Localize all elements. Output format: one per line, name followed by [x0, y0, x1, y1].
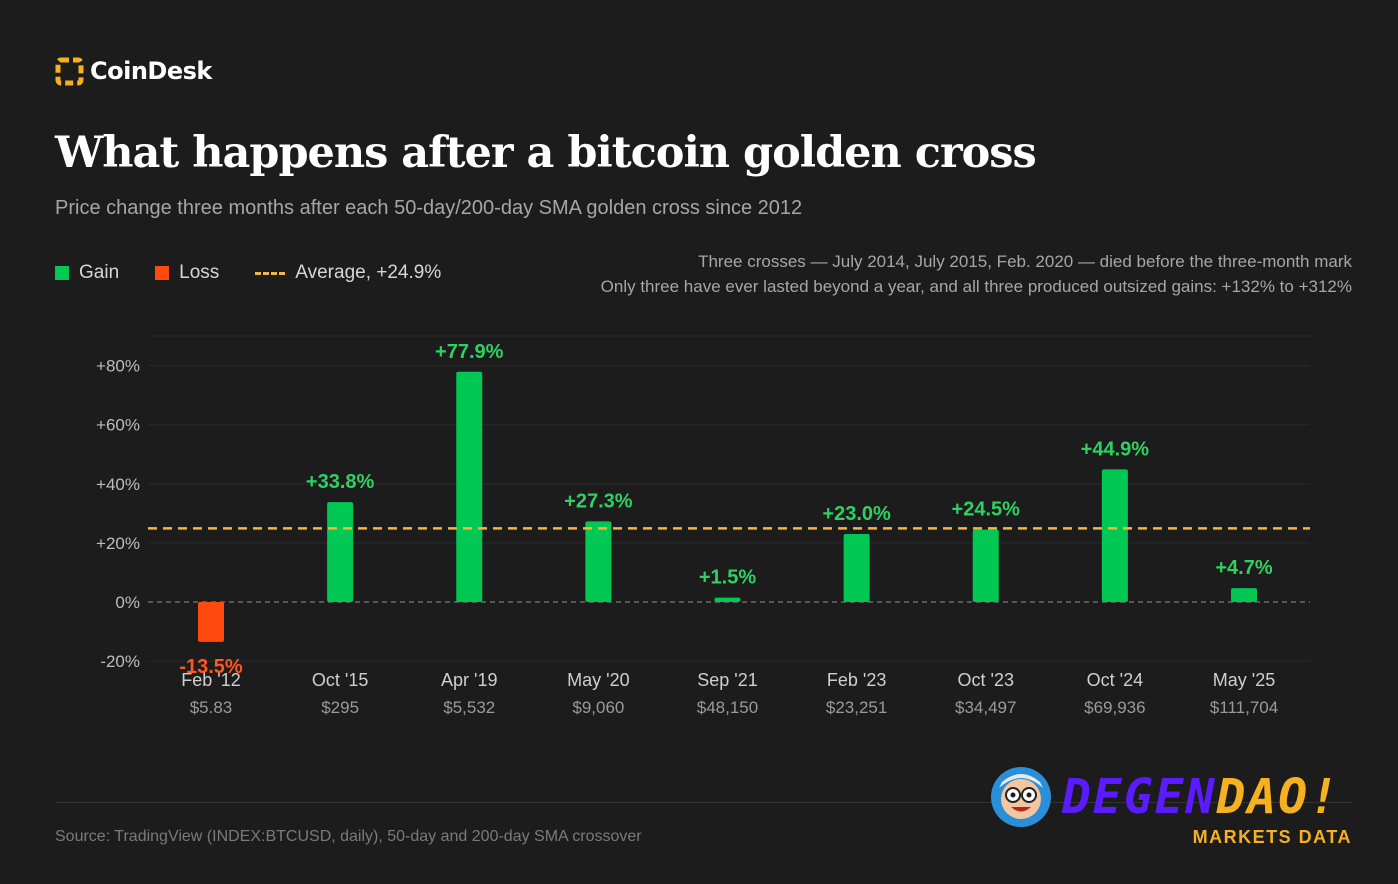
- data-label: +44.9%: [1081, 438, 1150, 460]
- data-label: +4.7%: [1215, 557, 1272, 579]
- legend-average-label: Average, +24.9%: [295, 262, 442, 283]
- legend-loss: Loss: [155, 262, 219, 284]
- average-dash-swatch: [255, 271, 286, 275]
- brand-name: DEGENDAO!: [1062, 769, 1340, 825]
- price-label: $111,704: [1210, 698, 1278, 717]
- x-tick-label: Feb '23: [827, 670, 886, 690]
- data-label: +77.9%: [435, 341, 504, 363]
- y-tick-label: -20%: [100, 652, 140, 671]
- loss-swatch: [155, 266, 170, 280]
- note-line-2: Only three have ever lasted beyond a yea…: [600, 277, 1352, 296]
- bar: [1101, 469, 1128, 602]
- chart-subtitle: Price change three months after each 50-…: [55, 197, 803, 219]
- gain-swatch: [55, 266, 69, 280]
- degen-avatar-icon: [991, 767, 1051, 827]
- data-label: +27.3%: [564, 490, 633, 512]
- data-label: +33.8%: [306, 471, 375, 493]
- y-tick-label: +40%: [96, 475, 140, 494]
- legend-gain-label: Gain: [79, 262, 120, 283]
- coindesk-logo: CoinDesk: [55, 56, 212, 86]
- brand-name-part2: DAO!: [1216, 769, 1341, 825]
- x-tick-label: May '25: [1213, 670, 1275, 690]
- bar: [585, 521, 612, 602]
- footer-divider: [55, 802, 1352, 803]
- bar: [1231, 588, 1257, 602]
- data-label: +24.5%: [952, 499, 1021, 521]
- price-label: $9,060: [572, 698, 624, 717]
- brand-subtitle: MARKETS DATA: [1192, 827, 1352, 847]
- x-tick-label: Sep '21: [697, 670, 758, 690]
- y-tick-label: +20%: [96, 534, 140, 553]
- bar: [714, 597, 741, 602]
- coindesk-logo-icon: [55, 57, 84, 85]
- degendao-brand: DEGENDAO!: [990, 766, 1340, 828]
- x-tick-label: Feb '12: [181, 670, 240, 690]
- y-tick-label: +60%: [96, 416, 140, 435]
- data-label: +1.5%: [699, 567, 756, 589]
- data-label: -13.5%: [179, 656, 243, 678]
- bar: [972, 529, 999, 602]
- brand-name-part1: DEGEN: [1062, 769, 1217, 825]
- price-label: $34,497: [955, 698, 1016, 717]
- price-label: $23,251: [826, 698, 887, 717]
- note-line-1: Three crosses — July 2014, July 2015, Fe…: [698, 252, 1352, 271]
- price-label: $48,150: [697, 698, 758, 717]
- bar: [456, 371, 483, 602]
- legend: Gain Loss Average, +24.9%: [55, 262, 477, 284]
- legend-gain: Gain: [55, 262, 119, 284]
- logo-text: CoinDesk: [90, 57, 212, 85]
- source-note: Source: TradingView (INDEX:BTCUSD, daily…: [55, 828, 642, 845]
- data-label: +23.0%: [822, 503, 891, 525]
- x-tick-label: Apr '19: [441, 670, 497, 690]
- x-tick-label: Oct '24: [1087, 670, 1143, 690]
- price-label: $295: [321, 698, 359, 717]
- bar: [327, 502, 354, 602]
- price-label: $69,936: [1084, 698, 1145, 717]
- y-tick-label: +80%: [96, 357, 140, 376]
- price-label: $5,532: [443, 698, 495, 717]
- x-tick-label: Oct '23: [958, 670, 1014, 690]
- y-tick-label: 0%: [115, 593, 140, 612]
- legend-average: Average, +24.9%: [255, 262, 441, 284]
- x-tick-label: May '20: [567, 670, 629, 690]
- x-tick-label: Oct '15: [312, 670, 368, 690]
- price-label: $5.83: [190, 698, 233, 717]
- bar: [843, 534, 870, 602]
- bar: [198, 602, 224, 642]
- chart-notes: Three crosses — July 2014, July 2015, Fe…: [601, 249, 1352, 299]
- chart-title: What happens after a bitcoin golden cros…: [55, 128, 1037, 178]
- legend-loss-label: Loss: [179, 262, 220, 283]
